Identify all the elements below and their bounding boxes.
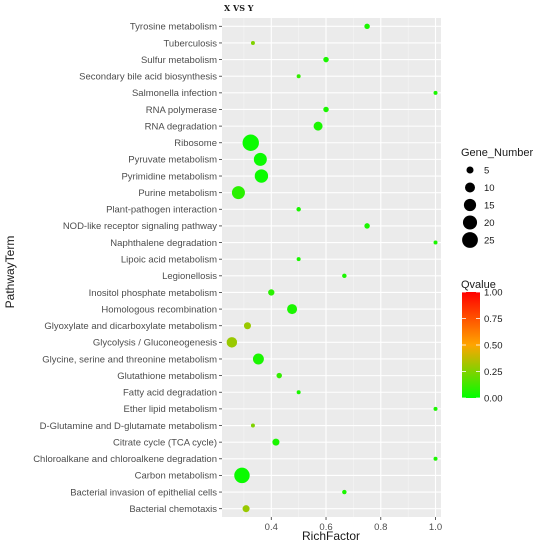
data-point [433, 456, 438, 461]
chart-title: X VS Y [224, 3, 254, 13]
data-point [364, 223, 370, 229]
data-point [268, 289, 275, 296]
y-tick-label: Bacterial invasion of epithelial cells [70, 487, 217, 498]
size-legend-label: 15 [484, 200, 495, 211]
size-legend-label: 20 [484, 218, 495, 229]
y-tick-label: D-Glutamine and D-glutamate metabolism [40, 421, 217, 432]
data-point [433, 240, 438, 245]
data-point [313, 121, 323, 131]
data-point [364, 23, 370, 30]
panel-background [222, 18, 441, 517]
y-tick-label: RNA polymerase [146, 105, 217, 116]
plot-panel [222, 18, 441, 517]
y-tick-label: Pyruvate metabolism [128, 155, 217, 166]
y-tick-label: Ribosome [174, 138, 217, 149]
y-tick-label: Pyrimidine metabolism [121, 171, 217, 182]
y-axis-tick-labels: Tyrosine metabolism Tuberculosis Sulfur me… [33, 22, 222, 515]
y-tick-label: Legionellosis [162, 271, 217, 282]
data-point [231, 186, 245, 200]
y-tick-label: Tuberculosis [163, 38, 217, 49]
qvalue-legend: Qvalue 1.00 0.75 0.50 0.25 0.00 [461, 279, 503, 404]
y-tick-label: Citrate cycle (TCA cycle) [113, 437, 217, 448]
qvalue-colorbar [462, 292, 480, 398]
y-tick-label: Bacterial chemotaxis [129, 504, 217, 515]
y-tick-label: Glyoxylate and dicarboxylate metabolism [44, 321, 217, 332]
qvalue-legend-label: 0.00 [484, 393, 503, 404]
y-tick-label: RNA degradation [145, 121, 217, 132]
x-tick-label: 0.8 [374, 522, 387, 533]
data-point [296, 74, 301, 79]
data-point [287, 304, 298, 315]
data-point [342, 273, 347, 279]
y-tick-label: NOD-like receptor signaling pathway [63, 221, 217, 232]
size-legend-label: 25 [484, 235, 495, 246]
gene-number-legend: Gene_Number 5 10 15 20 25 [461, 147, 533, 248]
size-legend-label: 10 [484, 183, 495, 194]
data-point [253, 152, 267, 166]
x-tick-label: 0.4 [265, 522, 278, 533]
data-point [250, 40, 255, 45]
y-tick-label: Chloroalkane and chloroalkene degradatio… [33, 454, 217, 465]
size-legend-dot [462, 215, 478, 230]
data-point [433, 90, 438, 95]
y-tick-label: Salmonella infection [132, 88, 217, 99]
data-point [296, 257, 301, 262]
size-legend-dot [462, 232, 478, 248]
data-points [226, 23, 438, 513]
y-tick-label: Glycolysis / Gluconeogenesis [93, 338, 217, 349]
data-point [296, 207, 301, 212]
x-tick-label: 1.0 [429, 522, 442, 533]
data-point [242, 505, 250, 513]
x-axis-tick-labels: 0.4 0.6 0.8 1.0 [265, 517, 442, 533]
y-tick-label: Lipoic acid metabolism [121, 254, 217, 265]
y-tick-label: Plant-pathogen interaction [106, 205, 217, 216]
data-point [234, 467, 250, 484]
data-point [276, 372, 282, 379]
data-point [250, 423, 255, 428]
x-axis-title: RichFactor [302, 529, 360, 543]
data-point [323, 56, 329, 63]
gene-number-legend-title: Gene_Number [461, 147, 533, 159]
y-tick-label: Glycine, serine and threonine metabolism [42, 354, 217, 365]
y-tick-label: Sulfur metabolism [141, 55, 217, 66]
y-tick-label: Homologous recombination [101, 304, 217, 315]
data-point [254, 169, 269, 183]
data-point [433, 406, 438, 411]
size-legend-dot [463, 198, 477, 212]
data-point [226, 337, 238, 348]
data-point [342, 489, 347, 495]
qvalue-legend-label: 0.25 [484, 367, 503, 378]
y-tick-label: Secondary bile acid biosynthesis [79, 72, 217, 83]
data-point [252, 353, 264, 365]
y-tick-label: Purine metabolism [138, 188, 217, 199]
size-legend-label: 5 [484, 165, 489, 176]
y-tick-label: Fatty acid degradation [123, 388, 217, 399]
data-point [296, 390, 301, 395]
y-tick-label: Inositol phosphate metabolism [89, 288, 217, 299]
y-tick-label: Ether lipid metabolism [124, 404, 218, 415]
y-tick-label: Carbon metabolism [135, 471, 217, 482]
data-point [243, 322, 251, 330]
y-tick-label: Tyrosine metabolism [130, 22, 217, 33]
data-point [272, 438, 280, 446]
size-legend-dot [465, 182, 475, 193]
qvalue-legend-label: 1.00 [484, 287, 503, 298]
y-tick-label: Glutathione metabolism [117, 371, 217, 382]
y-tick-label: Naphthalene degradation [110, 238, 217, 249]
y-axis-title: PathwayTerm [3, 236, 17, 309]
qvalue-legend-title: Qvalue [461, 279, 496, 291]
x-tick-label: 0.6 [319, 522, 332, 533]
qvalue-legend-label: 0.75 [484, 314, 503, 325]
qvalue-legend-label: 0.50 [484, 340, 503, 351]
data-point [242, 134, 259, 151]
size-legend-dot [466, 166, 474, 174]
data-point [323, 106, 329, 113]
